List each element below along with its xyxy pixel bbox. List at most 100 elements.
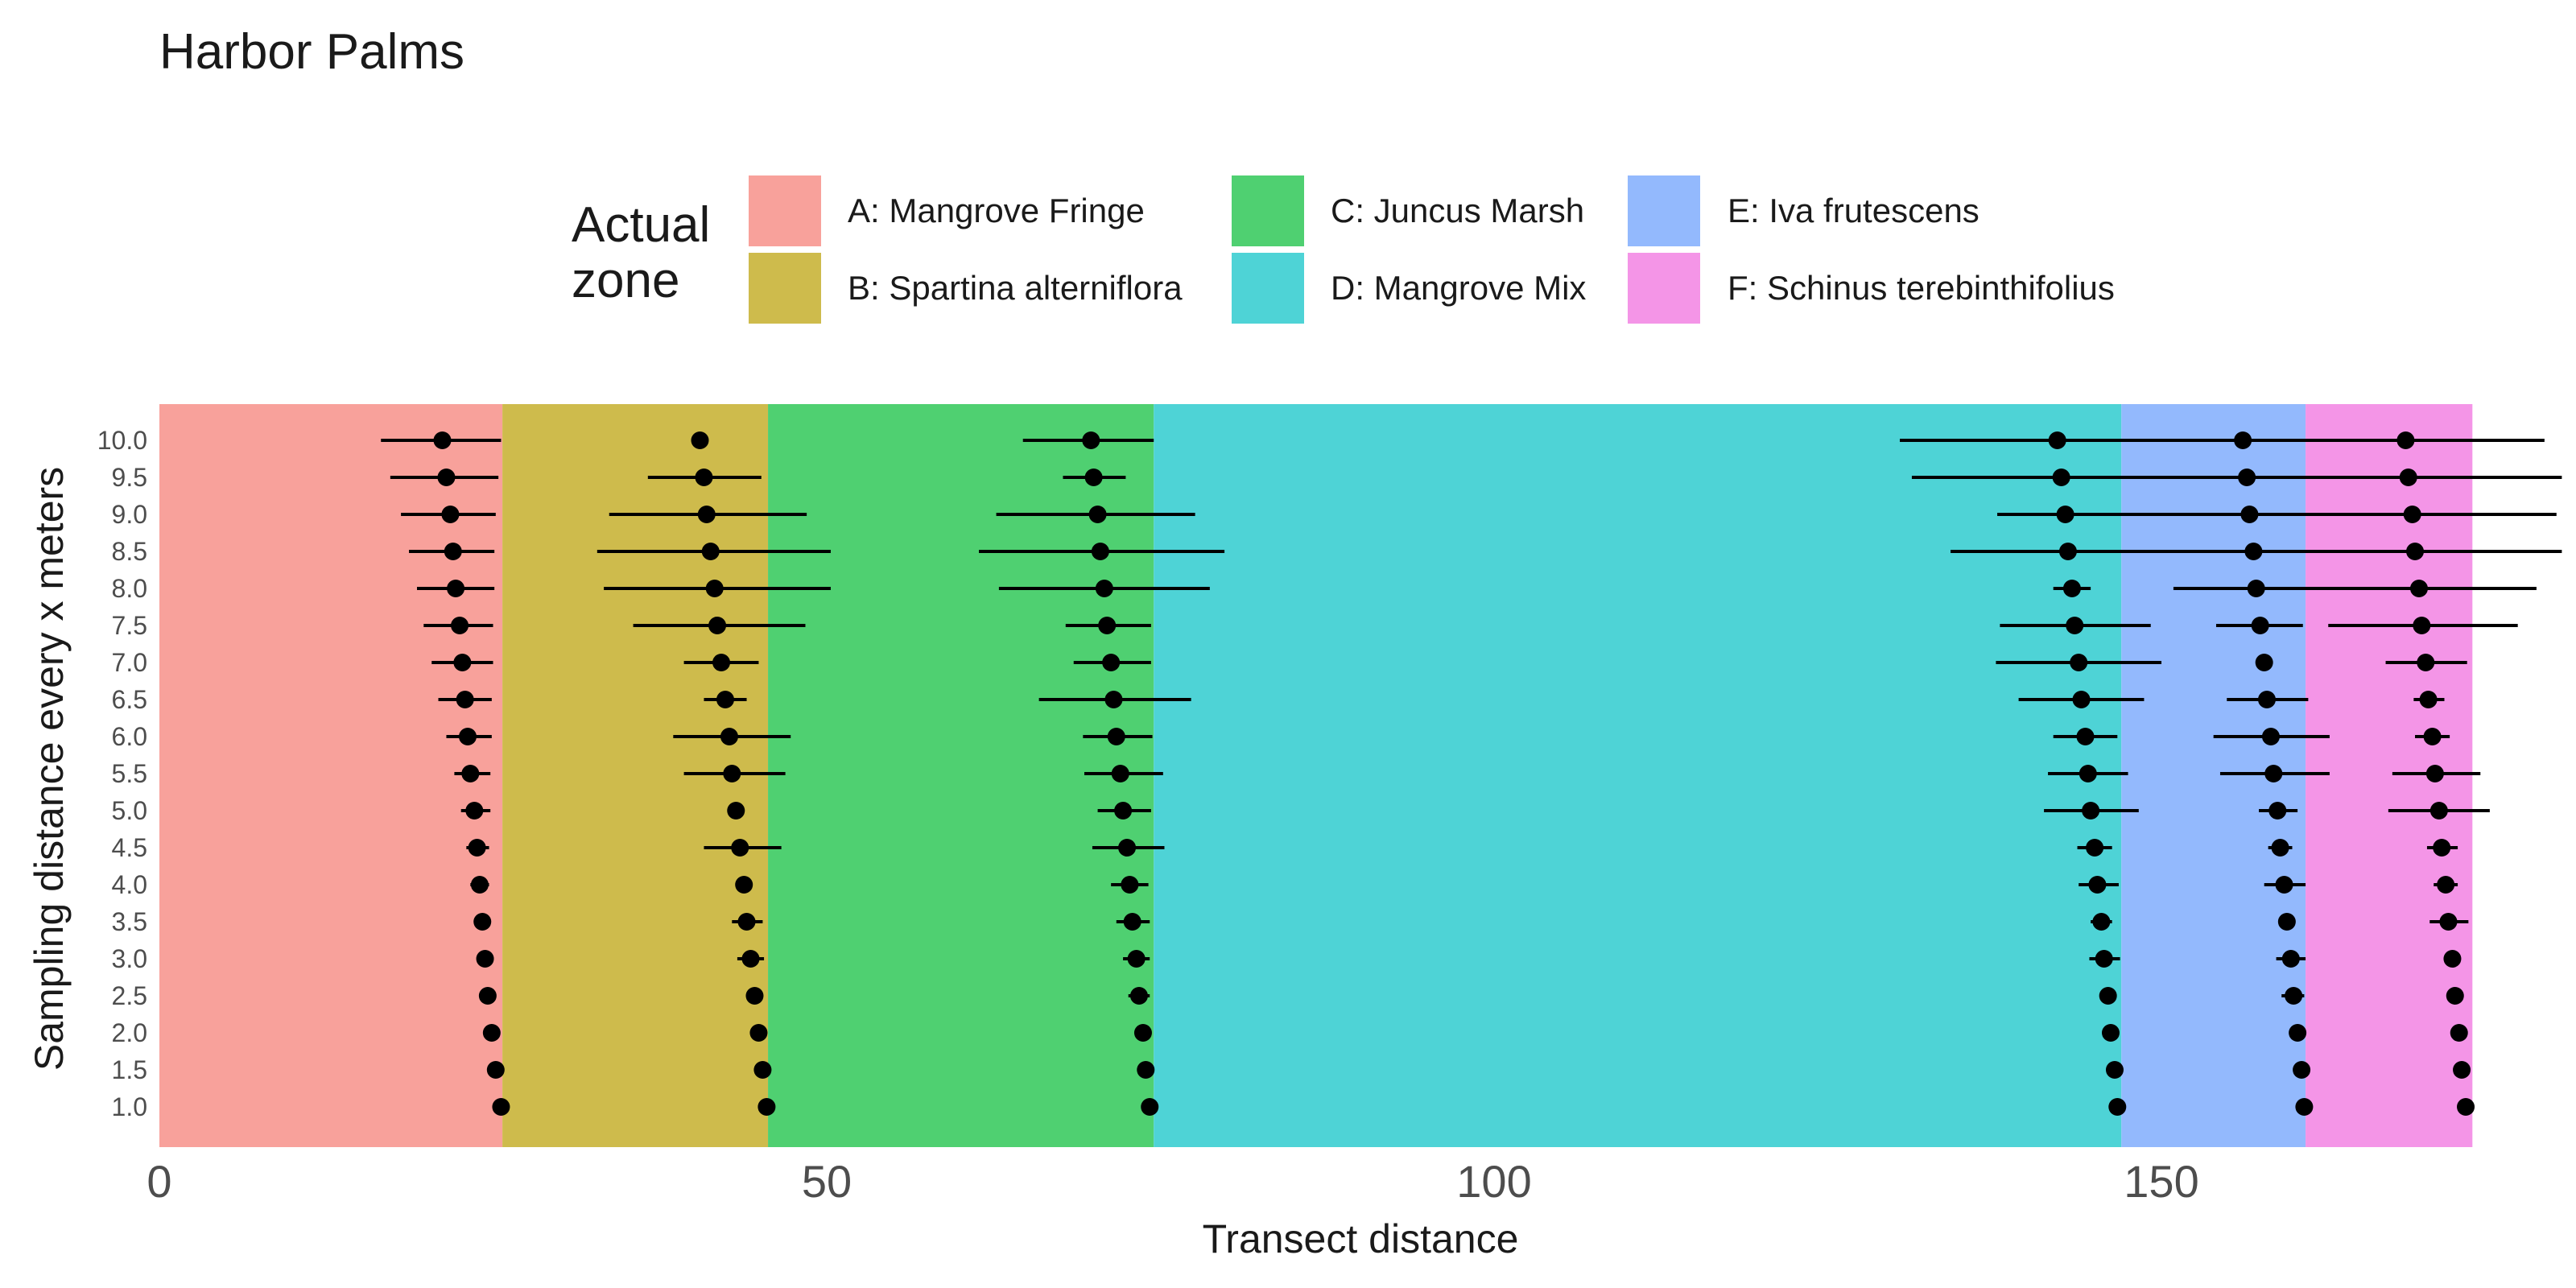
data-point [2423,728,2442,745]
data-point [2396,431,2415,449]
data-point [468,839,486,857]
data-point [2295,1098,2314,1116]
data-point [2086,839,2104,857]
data-point [697,506,716,523]
x-axis-label: Transect distance [1203,1216,1519,1261]
data-point [741,950,760,968]
data-point [2255,654,2273,671]
data-point [2453,1061,2471,1079]
data-point [708,617,727,634]
data-point [2062,580,2081,597]
data-point [2399,469,2417,486]
legend-key-4 [1628,175,1700,246]
legend-title-line-1: Actual [572,197,710,253]
data-point [2240,506,2259,523]
y-tick-label: 3.5 [112,907,147,936]
data-point [451,617,469,634]
data-point [470,876,489,894]
data-point [2105,1061,2124,1079]
legend-label-2: C: Juncus Marsh [1331,192,1584,229]
data-point [753,1061,772,1079]
data-point [2406,543,2425,560]
data-point [1098,617,1117,634]
data-point [2257,691,2276,708]
y-tick-label: 9.0 [112,500,147,529]
data-point [2244,543,2263,560]
data-point [2443,950,2462,968]
y-tick-label: 7.5 [112,611,147,640]
y-tick-label: 7.0 [112,648,147,677]
data-point [716,691,734,708]
data-point [2293,1061,2311,1079]
data-point [2413,617,2431,634]
data-point [1127,950,1146,968]
legend-label-3: D: Mangrove Mix [1331,269,1586,307]
legend-key-2 [1232,175,1304,246]
data-point [2088,876,2107,894]
data-point [2108,1098,2127,1116]
y-tick-label: 6.5 [112,685,147,714]
x-tick-label: 100 [1456,1156,1531,1207]
data-point [1114,802,1133,819]
data-point [2092,913,2111,931]
data-point [2450,1024,2468,1042]
data-point [2238,469,2256,486]
data-point [2070,654,2088,671]
data-point [492,1098,510,1116]
data-point [1082,431,1100,449]
data-point [433,431,452,449]
data-point [2457,1098,2475,1116]
legend-label-0: A: Mangrove Fringe [848,192,1145,229]
y-tick-label: 1.0 [112,1092,147,1121]
legend-title-line-2: zone [572,253,679,308]
data-point [486,1061,505,1079]
data-point [2095,950,2113,968]
data-point [735,876,753,894]
zone-band-f [2306,404,2473,1147]
data-point [2277,913,2296,931]
data-point [745,987,764,1005]
data-point [1121,876,1139,894]
data-point [1104,691,1123,708]
legend-label-5: F: Schinus terebinthifolius [1728,269,2115,307]
data-point [2251,617,2269,634]
data-point [2281,950,2300,968]
data-point [2429,802,2448,819]
data-point [2271,839,2289,857]
zone-band-a [159,404,503,1147]
chart-title: Harbor Palms [159,24,464,80]
data-point [2264,765,2283,782]
legend-key-5 [1628,253,1700,324]
y-tick-label: 8.0 [112,574,147,603]
data-point [2072,691,2091,708]
data-point [723,765,741,782]
data-point [478,987,497,1005]
data-point [2409,580,2428,597]
x-tick-label: 150 [2124,1156,2198,1207]
data-point [465,802,484,819]
zone-band-d [1154,404,2122,1147]
y-tick-label: 2.5 [112,981,147,1010]
data-point [473,913,492,931]
data-points [433,431,2475,1116]
data-point [2275,876,2293,894]
data-point [2417,654,2435,671]
x-tick-label: 0 [147,1156,171,1207]
legend-key-0 [749,175,821,246]
data-point [720,728,738,745]
data-point [461,765,480,782]
data-point [476,950,494,968]
data-point [2403,506,2421,523]
y-tick-label: 5.0 [112,796,147,825]
data-point [1133,1024,1152,1042]
x-tick-label: 50 [802,1156,852,1207]
data-point [758,1098,776,1116]
legend-title: Actual zone [572,197,724,308]
y-tick-label: 4.5 [112,833,147,862]
data-point [727,802,745,819]
data-point [2247,580,2265,597]
data-point [695,469,713,486]
y-tick-label: 2.0 [112,1018,147,1047]
y-tick-label: 4.0 [112,870,147,899]
